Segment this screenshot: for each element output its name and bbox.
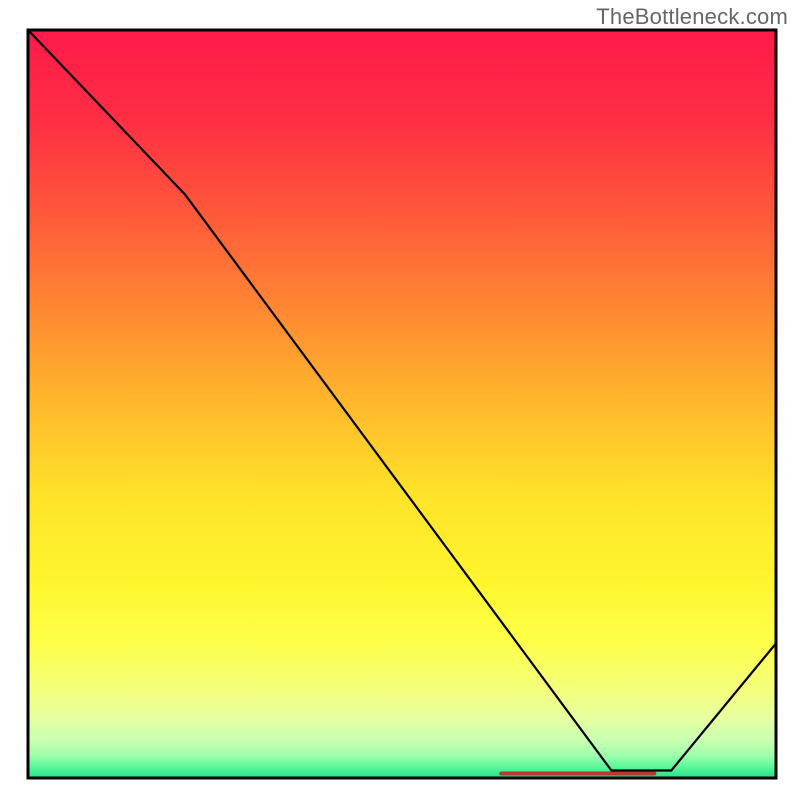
chart-container: { "watermark": "TheBottleneck.com", "cha… <box>0 0 800 800</box>
optimal-range-bar <box>499 772 656 776</box>
bottleneck-chart <box>0 0 800 800</box>
watermark-text: TheBottleneck.com <box>596 4 788 30</box>
